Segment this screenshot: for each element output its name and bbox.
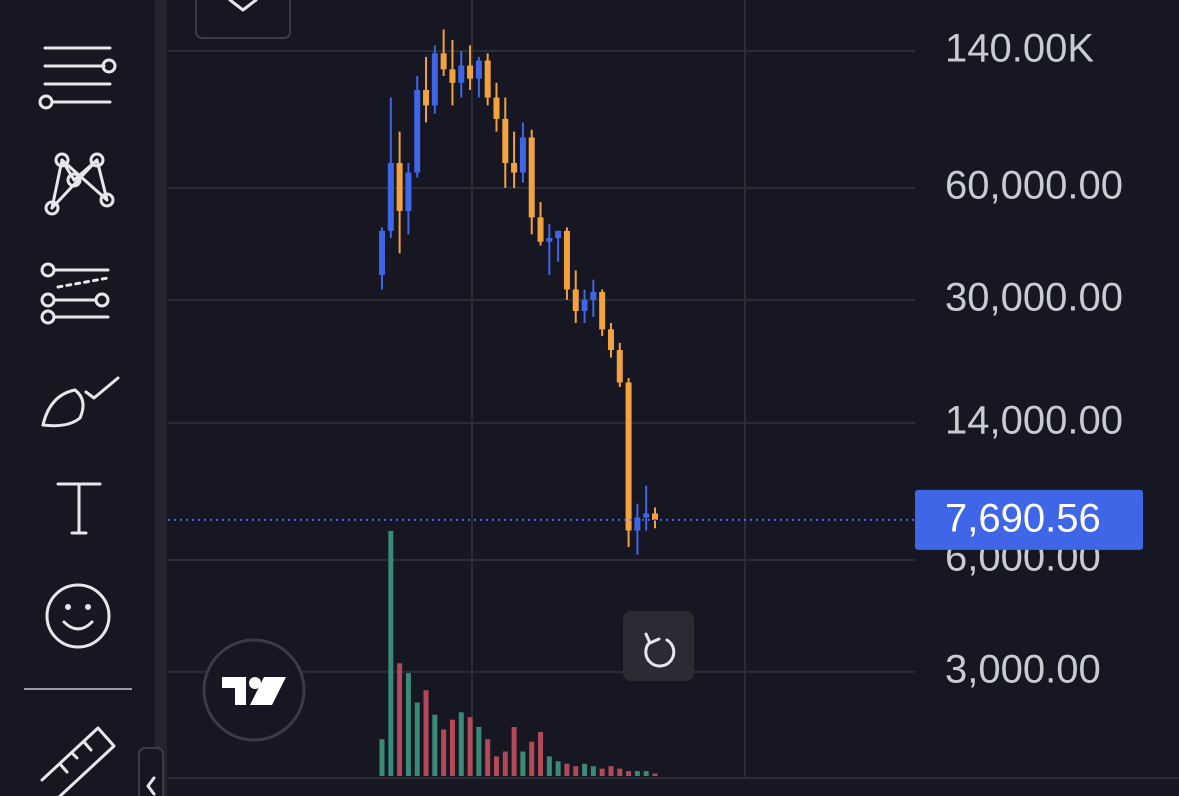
candle-body	[652, 513, 658, 520]
candle-body	[616, 350, 623, 383]
emoji-tool[interactable]	[45, 583, 111, 649]
candle-body	[599, 292, 606, 330]
volume-bar	[388, 531, 394, 776]
y-tick-label: 140.00K	[945, 27, 1094, 71]
y-tick-label: 14,000.00	[945, 399, 1123, 443]
candle-body	[634, 517, 641, 531]
volume-bar	[582, 763, 588, 776]
candle-body	[555, 230, 562, 239]
volume-bar	[643, 771, 649, 776]
volume-bar	[529, 741, 535, 776]
lines-tool[interactable]	[38, 46, 117, 110]
candle-body	[449, 69, 456, 83]
last-price-label: 7,690.56	[945, 496, 1101, 540]
text-tool[interactable]	[56, 482, 102, 535]
candle-body	[431, 53, 438, 106]
candle-body	[423, 89, 430, 106]
candle-body	[511, 163, 518, 173]
volume-bar	[538, 731, 544, 776]
last-price-tag	[915, 489, 1143, 550]
candle-body	[581, 299, 588, 312]
volume-pane	[379, 531, 658, 776]
volume-bar	[626, 771, 632, 776]
volume-bar	[564, 763, 570, 776]
close-button[interactable]	[195, 0, 291, 39]
volume-bar	[520, 751, 526, 776]
reset-chart-button[interactable]	[623, 611, 694, 681]
volume-bar	[414, 702, 420, 776]
candle-body	[502, 118, 509, 164]
volume-bar	[432, 714, 438, 776]
grid	[168, 50, 915, 673]
candle-body	[493, 97, 500, 119]
volume-bar	[555, 761, 561, 776]
candles	[379, 29, 658, 555]
candle-body	[475, 60, 482, 79]
volume-bar	[652, 773, 658, 776]
candle-body	[643, 513, 650, 518]
volume-bar	[476, 727, 482, 776]
volume-bar	[546, 756, 552, 776]
volume-bar	[458, 712, 464, 776]
candle-body	[405, 172, 412, 212]
candle-body	[414, 89, 421, 173]
price-axis: 140.00K60,000.0030,000.0014,000.006,000.…	[168, 27, 1143, 691]
volume-bar	[485, 739, 491, 776]
volume-bar	[608, 766, 614, 776]
volume-bar	[599, 768, 605, 776]
candle-body	[625, 382, 632, 531]
candle-body	[590, 292, 597, 300]
candle-body	[528, 137, 535, 218]
candle-body	[467, 65, 474, 79]
candle-body	[396, 163, 403, 212]
tradingview-logo[interactable]	[202, 638, 306, 742]
candle-body	[563, 230, 570, 290]
collapse-toolbar-button[interactable]	[138, 747, 164, 796]
volume-bar	[441, 729, 447, 776]
volume-bar	[379, 739, 385, 776]
volume-bar	[405, 673, 411, 776]
candle-body	[458, 65, 465, 83]
volume-bar	[617, 768, 623, 776]
volume-bar	[590, 766, 596, 776]
candle-body	[379, 230, 385, 276]
brush-tool[interactable]	[41, 376, 120, 428]
toolbar	[0, 0, 157, 796]
fib-tool[interactable]	[40, 262, 110, 325]
volume-bar	[467, 717, 473, 776]
pattern-tool[interactable]	[44, 152, 115, 216]
candle-body	[607, 329, 614, 351]
volume-bar	[493, 756, 499, 776]
volume-bar	[502, 751, 508, 776]
y-tick-label: 3,000.00	[945, 647, 1101, 691]
volume-bar	[511, 727, 517, 776]
ruler-tool[interactable]	[40, 726, 116, 796]
volume-bar	[573, 766, 579, 776]
volume-bar	[397, 663, 403, 776]
candle-body	[546, 238, 553, 242]
candle-body	[537, 217, 544, 242]
candle-body	[519, 137, 526, 173]
candle-body	[572, 289, 579, 312]
toolbar-divider	[155, 0, 167, 796]
candle-body	[387, 163, 394, 231]
candle-body	[440, 53, 447, 70]
volume-bar	[449, 719, 455, 776]
volume-bar	[423, 690, 429, 776]
volume-bar	[634, 771, 640, 776]
candle-body	[484, 60, 491, 98]
y-tick-label: 60,000.00	[945, 163, 1123, 207]
y-tick-label: 30,000.00	[945, 275, 1123, 319]
